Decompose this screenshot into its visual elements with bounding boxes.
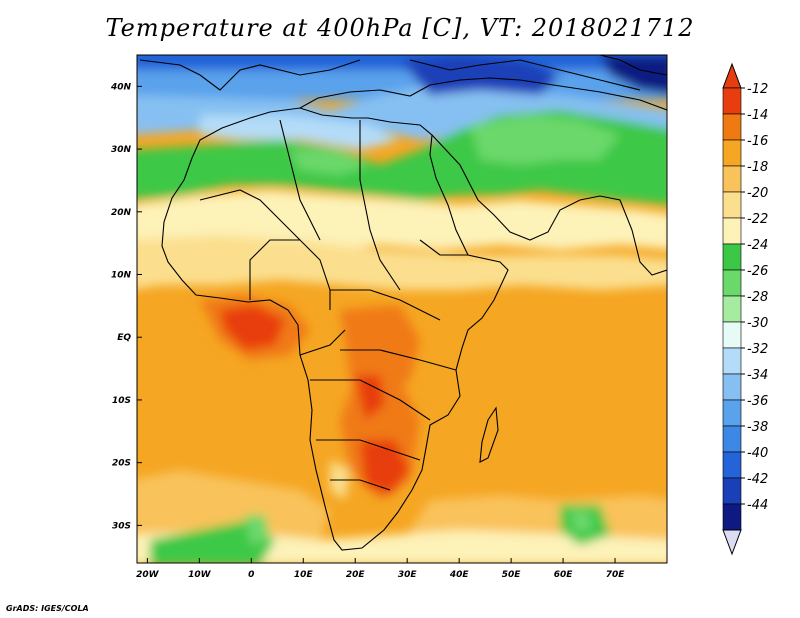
lat-tick-label: 30N <box>111 145 132 155</box>
colorbar-segment <box>722 295 742 323</box>
colorbar-segment <box>722 87 742 115</box>
lat-tick-label: 30S <box>112 521 131 531</box>
lon-tick-label: 70E <box>606 570 626 580</box>
lon-tick-label: 60E <box>554 570 574 580</box>
axis-ticks: 20W 10W 0 10E 20E 30E 40E 50E 60E 70E 40N 30N 20N 10N… <box>110 82 625 580</box>
colorbar-label: -16 <box>747 134 768 149</box>
colorbar-segment <box>722 191 742 219</box>
colorbar-max-arrow <box>722 62 742 89</box>
madagascar <box>479 406 499 463</box>
colorbar-label: -26 <box>747 264 768 279</box>
colorbar-segment <box>722 477 742 505</box>
colorbar-label: -32 <box>747 342 768 357</box>
colorbar-label: -36 <box>747 394 768 409</box>
lat-tick-label: 20N <box>111 208 132 218</box>
colorbar-label: -18 <box>747 160 768 175</box>
colorbar-label: -44 <box>747 498 768 513</box>
colorbar-segment <box>722 503 742 531</box>
colorbar-label: -34 <box>747 368 768 383</box>
lon-tick-label: 50E <box>502 570 522 580</box>
lon-tick-label: 30E <box>398 570 418 580</box>
lat-tick-label: EQ <box>117 333 131 343</box>
lat-tick-label: 20S <box>112 459 131 469</box>
chart-title: Temperature at 400hPa [C], VT: 201802171… <box>105 14 695 42</box>
coastlines <box>139 55 667 551</box>
colorbar-segment <box>722 425 742 453</box>
colorbar-label: -42 <box>747 472 768 487</box>
colorbar-segment <box>722 217 742 245</box>
lat-tick-label: 10N <box>111 271 132 281</box>
lon-tick-label: 20W <box>136 570 160 580</box>
lon-tick-label: 10E <box>294 570 314 580</box>
colorbar-label: -24 <box>747 238 768 253</box>
colorbar-segment <box>722 269 742 297</box>
temperature-field <box>137 55 667 563</box>
colorbar-label: -22 <box>747 212 768 227</box>
colorbar-label: -20 <box>747 186 768 201</box>
colorbar-segment <box>722 399 742 427</box>
colorbar-label: -28 <box>747 290 768 305</box>
colorbar-segment <box>722 243 742 271</box>
credit-text: GrADS: IGES/COLA <box>6 604 89 613</box>
colorbar-segment <box>722 451 742 479</box>
colorbar-segment <box>722 321 742 349</box>
colorbar-segment <box>722 373 742 401</box>
lon-tick-label: 40E <box>449 570 470 580</box>
lon-tick-label: 0 <box>248 570 254 580</box>
colorbar-label: -38 <box>747 420 768 435</box>
colorbar-segment <box>722 113 742 141</box>
colorbar-label: -14 <box>747 108 768 123</box>
lon-tick-label: 20E <box>346 570 366 580</box>
colorbar-segment <box>722 139 742 167</box>
lat-tick-label: 40N <box>110 82 132 92</box>
colorbar-label: -12 <box>747 82 768 97</box>
colorbar-segment <box>722 347 742 375</box>
colorbar-label: -30 <box>747 316 768 331</box>
colorbar-label: -40 <box>747 446 768 461</box>
colorbar-segment <box>722 165 742 193</box>
lon-tick-label: 10W <box>188 570 212 580</box>
lat-tick-label: 10S <box>112 396 131 406</box>
colorbar-min-arrow <box>722 529 742 556</box>
colorbar: -12 -14 -16 -18 -20 -22 -24 -26 -28 -30 -32 -34 -36 -… <box>722 62 768 556</box>
plot-frame <box>136 54 668 564</box>
